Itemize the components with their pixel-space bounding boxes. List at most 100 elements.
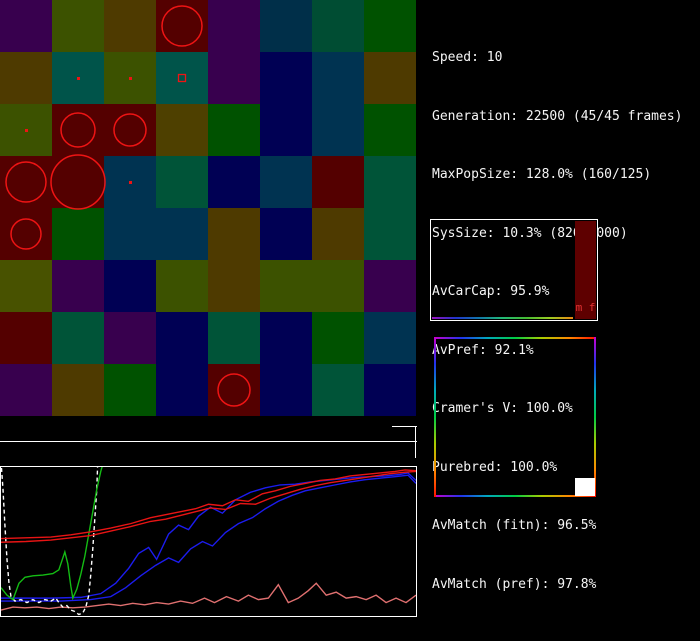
grid-cell[interactable] [0, 156, 52, 208]
grid-cell[interactable] [364, 156, 416, 208]
grid-cell[interactable] [312, 156, 364, 208]
stat-generation: Generation: 22500 (45/45 frames) [432, 108, 683, 124]
grid-cell[interactable] [364, 104, 416, 156]
grid-cell[interactable] [0, 260, 52, 312]
sex-population-bar: m f [575, 221, 596, 319]
grid-cell[interactable] [260, 104, 312, 156]
grid-cell[interactable] [0, 208, 52, 260]
grid-cell[interactable] [260, 260, 312, 312]
timeline-track[interactable] [0, 441, 417, 442]
grid-cell[interactable] [156, 260, 208, 312]
stat-purebred: Purebred: 100.0% [432, 459, 558, 475]
population-circle [113, 113, 147, 147]
grid-cell[interactable] [156, 104, 208, 156]
grid-cell[interactable] [0, 312, 52, 364]
chart-series-blue-lower [1, 474, 416, 602]
grid-cell[interactable] [104, 260, 156, 312]
grid-cell[interactable] [260, 208, 312, 260]
population-square-marker [177, 73, 187, 83]
chart-series-green-line [1, 467, 103, 601]
grid-cell[interactable] [208, 208, 260, 260]
pref-space-panel [434, 337, 596, 497]
chart-series-red-lower [1, 470, 416, 543]
grid-cell[interactable] [52, 104, 104, 156]
grid-cell[interactable] [260, 364, 312, 416]
sex-histogram-panel: m f [430, 219, 598, 321]
pref-border-bottom [434, 495, 596, 497]
grid-cell[interactable] [260, 52, 312, 104]
grid-cell[interactable] [364, 208, 416, 260]
chart-series-pink-line [1, 582, 416, 611]
grid-cell[interactable] [364, 0, 416, 52]
grid-cell[interactable] [156, 156, 208, 208]
history-chart [0, 466, 417, 617]
population-circle [161, 5, 203, 47]
grid-cell[interactable] [208, 364, 260, 416]
grid-cell[interactable] [364, 52, 416, 104]
grid-cell[interactable] [208, 52, 260, 104]
history-chart-svg [1, 467, 416, 616]
population-circle [50, 154, 106, 210]
grid-cell[interactable] [260, 312, 312, 364]
chart-series-white-line [1, 467, 99, 616]
stat-avcarcap: AvCarCap: 95.9% [432, 284, 550, 299]
grid-cell[interactable] [312, 260, 364, 312]
grid-cell[interactable] [0, 0, 52, 52]
grid-cell[interactable] [312, 208, 364, 260]
grid-cell[interactable] [104, 104, 156, 156]
population-circle [60, 112, 96, 148]
grid-cell[interactable] [156, 0, 208, 52]
pref-border-left [434, 337, 436, 497]
grid-cell[interactable] [0, 52, 52, 104]
grid-cell[interactable] [312, 312, 364, 364]
grid-cell[interactable] [208, 260, 260, 312]
world-grid-svg[interactable] [0, 0, 416, 416]
grid-cell[interactable] [312, 0, 364, 52]
stat-avmatch-fitn: AvMatch (fitn): 96.5% [432, 518, 597, 533]
grid-cell[interactable] [364, 364, 416, 416]
grid-cell[interactable] [156, 312, 208, 364]
chart-series-red-upper [1, 469, 416, 540]
grid-cell[interactable] [52, 312, 104, 364]
grid-cell[interactable] [260, 0, 312, 52]
grid-cell[interactable] [104, 208, 156, 260]
grid-cell[interactable] [260, 156, 312, 208]
grid-cell[interactable] [156, 52, 208, 104]
male-female-label: m f [575, 301, 596, 314]
population-dot [129, 77, 132, 80]
grid-cell[interactable] [0, 364, 52, 416]
grid-cell[interactable] [104, 312, 156, 364]
grid-cell[interactable] [52, 156, 104, 208]
stat-speed: Speed: 10 [432, 50, 503, 65]
grid-cell[interactable] [104, 364, 156, 416]
pref-border-top [434, 337, 596, 339]
grid-cell[interactable] [312, 52, 364, 104]
pref-cluster-marker [575, 478, 595, 496]
world-grid[interactable] [0, 0, 416, 416]
grid-cell[interactable] [312, 364, 364, 416]
grid-cell[interactable] [52, 208, 104, 260]
grid-cell[interactable] [52, 364, 104, 416]
grid-cell[interactable] [52, 260, 104, 312]
chart-series-blue-upper [1, 472, 416, 599]
grid-cell[interactable] [156, 364, 208, 416]
grid-cell[interactable] [312, 104, 364, 156]
stat-maxpopsize: MaxPopSize: 128.0% (160/125) [432, 167, 652, 182]
grid-cell[interactable] [208, 156, 260, 208]
grid-cell[interactable] [208, 312, 260, 364]
population-circle [10, 218, 42, 250]
population-circle [217, 373, 251, 407]
grid-cell[interactable] [364, 312, 416, 364]
grid-cell[interactable] [208, 0, 260, 52]
timeline-thumb[interactable] [415, 426, 416, 458]
grid-cell[interactable] [208, 104, 260, 156]
grid-cell[interactable] [156, 208, 208, 260]
grid-cell[interactable] [52, 0, 104, 52]
pref-border-right [594, 337, 596, 497]
population-dot [77, 77, 80, 80]
stat-avpref: AvPref: 92.1% [432, 342, 534, 358]
grid-cell[interactable] [364, 260, 416, 312]
population-dot [129, 181, 132, 184]
grid-cell[interactable] [104, 0, 156, 52]
stat-avmatch-pref: AvMatch (pref): 97.8% [432, 576, 597, 592]
